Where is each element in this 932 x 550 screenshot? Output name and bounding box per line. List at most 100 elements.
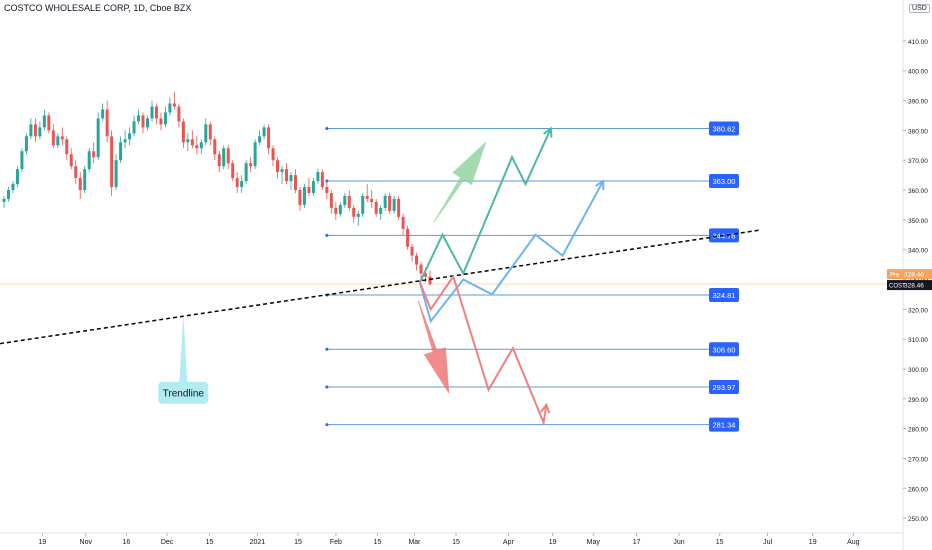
candle-down bbox=[428, 276, 432, 285]
time-tick-label: 2021 bbox=[250, 539, 266, 546]
time-tick-label: Jul bbox=[763, 539, 772, 546]
level-anchor-dot bbox=[325, 423, 329, 427]
candle-up bbox=[56, 136, 60, 146]
current-price-label: 328.46 bbox=[904, 283, 924, 290]
candle-down bbox=[235, 178, 239, 188]
candle-down bbox=[159, 118, 163, 125]
candle-down bbox=[401, 216, 405, 229]
candle-up bbox=[132, 121, 136, 134]
candle-down bbox=[293, 175, 297, 191]
time-tick-label: 15 bbox=[452, 539, 460, 546]
callout-box bbox=[158, 381, 209, 404]
candle-up bbox=[96, 118, 100, 158]
price-tick-label: 410.00 bbox=[908, 39, 928, 46]
candle-down bbox=[226, 148, 230, 164]
candle-up bbox=[262, 127, 266, 137]
candle-up bbox=[168, 103, 172, 113]
candle-up bbox=[302, 187, 306, 205]
candle-down bbox=[415, 255, 419, 265]
time-tick-label: Aug bbox=[847, 539, 860, 546]
candle-down bbox=[424, 273, 428, 277]
candle-down bbox=[334, 207, 338, 214]
candle-up bbox=[204, 124, 208, 143]
level-anchor-dot bbox=[325, 127, 329, 131]
candle-down bbox=[352, 207, 356, 217]
candle-up bbox=[199, 142, 203, 149]
time-tick-label: Apr bbox=[503, 539, 515, 546]
candle-up bbox=[258, 136, 262, 143]
symbol-label: COST bbox=[889, 284, 906, 290]
candle-down bbox=[195, 145, 199, 149]
time-tick-label: Jun bbox=[673, 539, 684, 546]
candle-up bbox=[280, 169, 284, 173]
candle-down bbox=[388, 195, 392, 211]
candle-down bbox=[60, 136, 64, 140]
plot-background bbox=[0, 0, 903, 550]
level-label-box bbox=[709, 174, 739, 189]
candle-down bbox=[105, 109, 109, 137]
candle-down bbox=[267, 127, 271, 149]
candle-up bbox=[186, 139, 190, 143]
price-tick-label: 310.00 bbox=[908, 337, 928, 344]
time-tick-label: 19 bbox=[549, 539, 557, 546]
price-tick-label: 400.00 bbox=[908, 69, 928, 76]
price-tick-label: 280.00 bbox=[908, 427, 928, 434]
candle-up bbox=[128, 133, 132, 140]
level-anchor-dot bbox=[325, 347, 329, 351]
price-tick-label: 350.00 bbox=[908, 218, 928, 225]
candle-up bbox=[114, 160, 118, 188]
candle-down bbox=[181, 121, 185, 143]
price-tick-label: 370.00 bbox=[908, 158, 928, 165]
time-tick-label: Mar bbox=[408, 539, 421, 546]
candle-up bbox=[6, 190, 10, 199]
level-label-box bbox=[709, 228, 739, 243]
candle-down bbox=[33, 124, 37, 137]
candle-down bbox=[213, 139, 217, 155]
level-label-box bbox=[709, 417, 739, 432]
pre-market-price: 328.46 bbox=[904, 272, 924, 279]
candle-down bbox=[154, 106, 158, 119]
time-tick-label: 15 bbox=[716, 539, 724, 546]
blue-path-arrowhead bbox=[595, 179, 605, 191]
green-direction-arrow bbox=[433, 141, 487, 224]
pre-market-price-box bbox=[887, 269, 932, 280]
candle-up bbox=[42, 115, 46, 128]
level-label: 380.62 bbox=[713, 125, 736, 134]
red-scenario-path bbox=[418, 274, 548, 427]
candle-down bbox=[329, 192, 333, 208]
time-tick-label: 15 bbox=[374, 539, 382, 546]
candle-up bbox=[20, 151, 24, 170]
candle-down bbox=[177, 106, 181, 122]
level-label-box bbox=[709, 121, 739, 136]
green-scenario-path bbox=[418, 128, 552, 283]
candle-down bbox=[397, 198, 401, 217]
level-label: 363.00 bbox=[713, 177, 736, 186]
candle-up bbox=[383, 195, 387, 208]
candle-down bbox=[271, 148, 275, 161]
price-tick-label: 250.00 bbox=[908, 516, 928, 523]
level-label-box bbox=[709, 342, 739, 357]
price-tick-label: 340.00 bbox=[908, 248, 928, 255]
candle-up bbox=[311, 181, 315, 193]
callout-pointer bbox=[179, 313, 188, 383]
candle-down bbox=[141, 115, 145, 128]
candle-down bbox=[370, 198, 374, 202]
candle-down bbox=[78, 178, 82, 191]
level-anchor-dot bbox=[325, 385, 329, 389]
candle-down bbox=[298, 190, 302, 205]
candle-down bbox=[217, 154, 221, 167]
time-tick-label: 19 bbox=[39, 539, 47, 546]
candle-up bbox=[356, 213, 360, 217]
candle-down bbox=[172, 103, 176, 107]
level-label-box bbox=[709, 379, 739, 394]
candle-down bbox=[374, 201, 378, 214]
currency-badge[interactable]: USD bbox=[909, 4, 930, 13]
candle-up bbox=[2, 198, 6, 202]
time-tick-label: 19 bbox=[809, 539, 817, 546]
candle-up bbox=[83, 169, 87, 191]
candle-down bbox=[69, 154, 73, 167]
level-label: 293.97 bbox=[713, 383, 736, 392]
candle-up bbox=[24, 136, 28, 152]
